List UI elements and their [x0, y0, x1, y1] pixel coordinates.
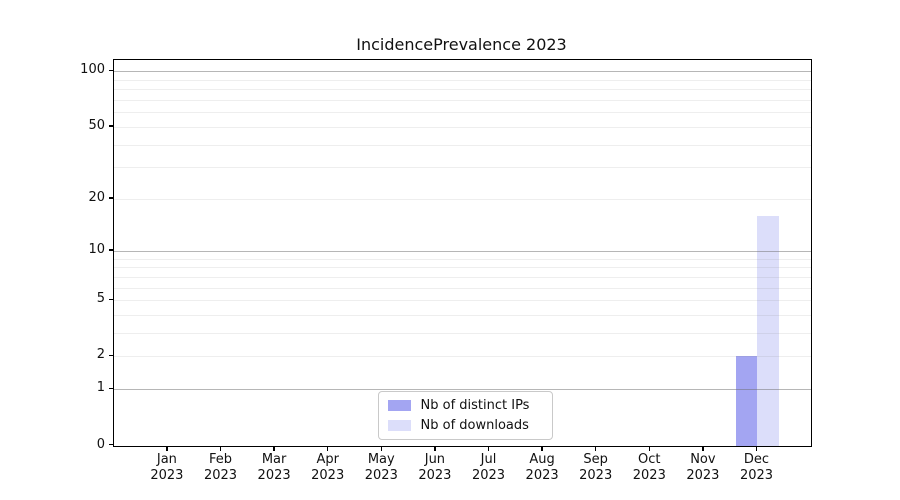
x-tick-mark — [755, 446, 758, 451]
x-tick-year: 2023 — [471, 467, 506, 483]
x-tick-year: 2023 — [311, 467, 345, 483]
x-tick-month: May — [367, 452, 395, 467]
y-tick-label: 50 — [88, 117, 105, 133]
x-tick-month: Oct — [638, 452, 661, 467]
y-tick-label: 100 — [80, 62, 105, 78]
y-tick-mark — [108, 298, 114, 301]
bar-downloads — [757, 215, 779, 446]
x-tick-month: Mar — [261, 452, 287, 467]
bar-distinct-ips — [736, 356, 758, 446]
bars-layer — [114, 60, 811, 446]
x-tick-label: Aug 2023 — [510, 452, 574, 483]
x-tick-year: 2023 — [739, 467, 774, 483]
legend: Nb of distinct IPs Nb of downloads — [377, 390, 553, 440]
x-tick-mark — [273, 446, 275, 451]
x-tick-year: 2023 — [364, 467, 398, 483]
x-tick-mark — [487, 446, 490, 451]
y-tick-label: 10 — [88, 242, 105, 258]
legend-row-downloads: Nb of downloads — [387, 417, 552, 433]
x-tick-mark — [326, 446, 329, 451]
legend-swatch-distinct-ips — [387, 399, 411, 411]
x-tick-month: Feb — [208, 452, 233, 467]
x-tick-year: 2023 — [579, 467, 613, 483]
x-tick-mark — [541, 446, 543, 451]
y-tick-mark — [108, 443, 114, 446]
y-tick-mark — [108, 197, 114, 199]
y-tick-mark — [108, 387, 114, 390]
y-tick-label: 0 — [96, 436, 105, 452]
x-tick-label: May 2023 — [349, 452, 413, 483]
y-tick-label: 20 — [88, 189, 105, 205]
y-tick-mark — [108, 249, 114, 251]
x-tick-label: Jun 2023 — [403, 452, 467, 483]
x-tick-month: Aug — [529, 452, 555, 467]
x-tick-label: Oct 2023 — [617, 452, 681, 483]
plot-area — [113, 58, 812, 447]
y-tick-mark — [108, 354, 114, 357]
x-tick-month: Sep — [583, 452, 608, 467]
x-tick-mark — [434, 446, 436, 451]
y-tick-label: 2 — [96, 347, 105, 363]
x-tick-year: 2023 — [418, 467, 452, 483]
x-tick-month: Apr — [316, 452, 339, 467]
x-tick-label: Sep 2023 — [564, 452, 628, 483]
chart-title: IncidencePrevalence 2023 — [356, 35, 567, 54]
legend-row-distinct-ips: Nb of distinct IPs — [387, 397, 552, 413]
x-tick-year: 2023 — [257, 467, 291, 483]
x-tick-year: 2023 — [150, 467, 184, 483]
x-tick-year: 2023 — [632, 467, 666, 483]
x-tick-mark — [166, 446, 168, 451]
x-tick-month: Nov — [690, 452, 716, 467]
x-tick-label: Dec 2023 — [725, 452, 789, 483]
x-tick-label: Nov 2023 — [671, 452, 735, 483]
legend-label-downloads: Nb of downloads — [420, 417, 529, 433]
x-tick-month: Jul — [480, 452, 497, 467]
x-tick-year: 2023 — [686, 467, 720, 483]
x-tick-mark — [380, 446, 383, 451]
legend-label-distinct-ips: Nb of distinct IPs — [420, 397, 530, 413]
x-tick-month: Jun — [424, 452, 446, 467]
y-tick-mark — [108, 125, 114, 127]
x-tick-mark — [648, 446, 651, 451]
legend-swatch-downloads — [387, 419, 411, 431]
x-tick-label: Apr 2023 — [296, 452, 360, 483]
x-tick-year: 2023 — [525, 467, 559, 483]
x-tick-month: Jan — [156, 452, 177, 467]
x-tick-year: 2023 — [203, 467, 238, 483]
x-tick-label: Jul 2023 — [457, 452, 521, 483]
x-tick-month: Dec — [743, 452, 770, 467]
x-tick-mark — [702, 446, 704, 451]
x-tick-mark — [219, 446, 222, 451]
x-tick-label: Feb 2023 — [189, 452, 253, 483]
x-tick-mark — [594, 446, 597, 451]
y-tick-mark — [108, 69, 114, 72]
y-tick-label: 1 — [96, 380, 105, 396]
x-tick-label: Mar 2023 — [242, 452, 306, 483]
y-tick-label: 5 — [96, 291, 105, 307]
x-tick-label: Jan 2023 — [135, 452, 199, 483]
